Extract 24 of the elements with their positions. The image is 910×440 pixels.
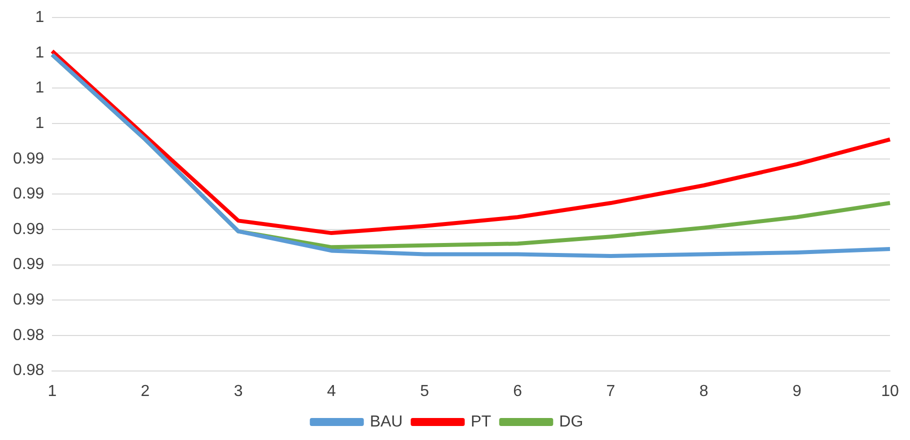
x-tick-label: 7 — [606, 382, 616, 400]
y-tick-label: 0.98 — [13, 362, 44, 380]
y-tick-label: 0.99 — [13, 186, 44, 203]
y-tick-label: 0.99 — [13, 220, 44, 238]
x-tick-label: 3 — [234, 382, 243, 400]
x-tick-label: 9 — [792, 382, 802, 400]
y-tick-label: 1 — [35, 80, 44, 97]
y-tick-label: 1 — [35, 9, 44, 26]
x-tick-label: 2 — [140, 382, 150, 400]
x-tick-label: 8 — [699, 382, 708, 400]
x-tick-label: 10 — [881, 382, 899, 400]
legend-label: DG — [559, 413, 584, 430]
x-tick-label: 4 — [326, 382, 336, 400]
y-tick-label: 1 — [35, 114, 44, 132]
x-tick-label: 1 — [48, 382, 57, 400]
y-tick-label: 0.99 — [13, 292, 44, 309]
legend-label: PT — [470, 413, 492, 430]
legend-label: BAU — [370, 413, 403, 430]
y-tick-label: 0.98 — [13, 326, 44, 344]
y-tick-label: 1 — [35, 44, 44, 62]
y-tick-label: 0.99 — [13, 256, 44, 274]
y-tick-label: 0.99 — [13, 150, 44, 168]
x-tick-label: 6 — [513, 382, 522, 400]
x-tick-label: 5 — [420, 382, 430, 400]
